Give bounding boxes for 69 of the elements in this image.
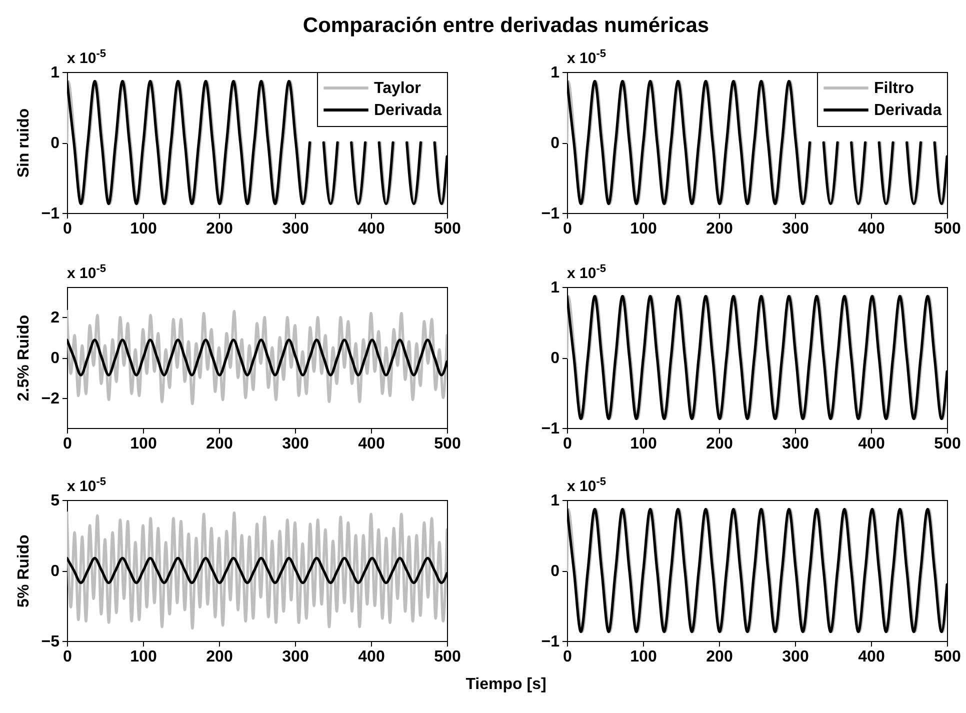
x-tick-label: 300: [782, 648, 809, 666]
legend-label: Filtro: [874, 80, 914, 97]
y-axis-title: 2.5% Ruido: [15, 314, 32, 402]
x-tick-label: 0: [563, 436, 572, 452]
y-tick-label: −1: [541, 420, 560, 438]
x-tick-label: 0: [63, 648, 72, 666]
x-tick-label: 500: [934, 436, 961, 452]
x-tick-label: 500: [434, 648, 461, 666]
y-axis-title: Sin ruido: [15, 108, 32, 178]
x-tick-label: 400: [358, 436, 385, 452]
y-tick-label: 1: [550, 64, 560, 82]
y-axis-title: 5% Ruido: [15, 534, 32, 608]
x-tick-label: 0: [63, 436, 72, 452]
x-tick-label: 0: [563, 220, 572, 238]
x-tick-label: 200: [206, 436, 233, 452]
y-tick-label: 1: [50, 64, 60, 82]
y-tick-label: 0: [50, 135, 60, 152]
x-tick-label: 400: [858, 220, 885, 238]
y-tick-label: 5: [50, 492, 60, 510]
y-tick-label: 0: [550, 135, 560, 152]
x-tick-label: 400: [858, 436, 885, 452]
x-tick-label: 500: [434, 220, 461, 238]
text: x 10$^{-5}$: [67, 263, 106, 282]
x-tick-label: 100: [630, 648, 657, 666]
text: x 10$^{-5}$: [567, 476, 606, 495]
x-tick-label: 500: [934, 220, 961, 238]
legend-label: Taylor: [374, 80, 421, 97]
x-axis-title: Tiempo [s]: [464, 676, 548, 694]
x-tick-label: 400: [358, 648, 385, 666]
text: x 10$^{-5}$: [567, 48, 606, 67]
x-tick-label: 300: [782, 220, 809, 238]
text: x 10$^{-5}$: [567, 263, 606, 282]
y-tick-label: 0: [50, 563, 60, 580]
x-tick-label: 200: [206, 220, 233, 238]
y-tick-label: 1: [550, 280, 560, 296]
x-tick-label: 400: [358, 220, 385, 238]
y-tick-label: −5: [41, 634, 60, 650]
x-tick-label: 100: [130, 648, 157, 666]
y-tick-label: 2: [50, 310, 60, 327]
x-tick-label: 200: [706, 436, 733, 452]
x-tick-label: 400: [858, 648, 885, 666]
x-tick-label: 100: [130, 436, 157, 452]
x-tick-label: 100: [630, 220, 657, 238]
y-tick-label: −1: [541, 634, 560, 650]
x-tick-label: 200: [206, 648, 233, 666]
x-tick-label: 500: [434, 436, 461, 452]
x-tick-label: 300: [282, 648, 309, 666]
x-tick-label: 0: [563, 648, 572, 666]
x-tick-label: 200: [706, 220, 733, 238]
x-tick-label: 100: [130, 220, 157, 238]
y-tick-label: 1: [550, 492, 560, 510]
x-tick-label: 200: [706, 648, 733, 666]
x-tick-label: 300: [782, 436, 809, 452]
x-tick-label: 0: [63, 220, 72, 238]
y-tick-label: −2: [41, 390, 60, 408]
y-tick-label: −1: [541, 206, 560, 222]
y-tick-label: 0: [550, 563, 560, 580]
y-tick-label: 0: [550, 350, 560, 367]
x-tick-label: 300: [282, 436, 309, 452]
text: x 10$^{-5}$: [67, 476, 106, 495]
y-tick-label: 0: [50, 350, 60, 367]
x-tick-label: 500: [934, 648, 961, 666]
legend-label: Derivada: [874, 102, 942, 119]
text: Comparación entre derivadas numéricas: [302, 14, 710, 38]
text: x 10$^{-5}$: [67, 48, 106, 67]
x-tick-label: 100: [630, 436, 657, 452]
x-tick-label: 300: [282, 220, 309, 238]
y-tick-label: −1: [41, 206, 60, 222]
legend-label: Derivada: [374, 102, 442, 119]
